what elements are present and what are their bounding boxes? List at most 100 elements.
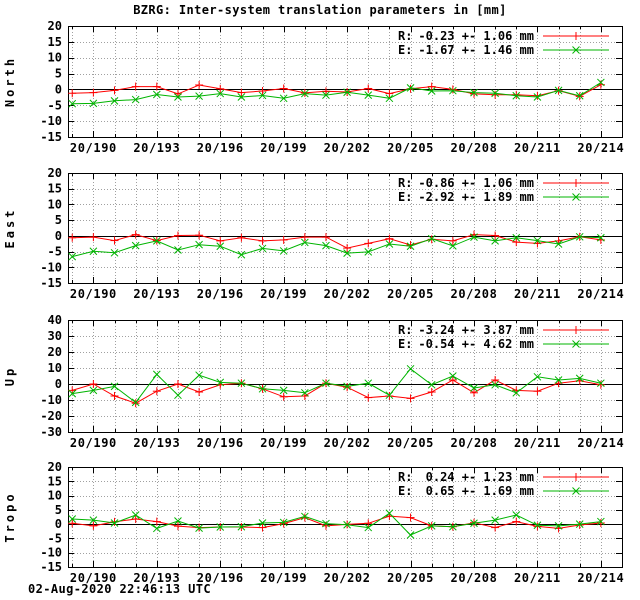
data-point-marker: [195, 388, 204, 396]
x-tick-label: 20/199: [260, 571, 307, 585]
y-tick-label: 20: [48, 460, 62, 474]
legend-entry-r: R: -0.23 +- 1.06 mm: [398, 29, 609, 43]
x-tick-label: 20/193: [133, 287, 180, 301]
data-point-marker: [89, 247, 98, 256]
x-tick-label: 20/211: [514, 287, 561, 301]
legend-marker-plus: [572, 179, 580, 187]
data-point-marker: [258, 87, 267, 96]
y-tick-label: 15: [48, 35, 62, 49]
legend-marker-plus: [572, 473, 580, 481]
data-point-marker: [448, 85, 457, 94]
x-tick-label: 20/199: [260, 436, 307, 450]
data-point-marker: [237, 250, 246, 259]
data-point-marker: [491, 376, 500, 384]
data-point-marker: [575, 232, 584, 241]
data-point-marker: [279, 235, 288, 244]
data-point-marker: [258, 523, 267, 532]
data-point-marker: [322, 241, 330, 250]
data-point-marker: [237, 379, 246, 388]
data-point-marker: [575, 520, 584, 528]
data-point-marker: [131, 95, 140, 104]
data-point-marker: [300, 89, 309, 98]
y-tick-label: -10: [40, 393, 62, 407]
y-tick-label: -5: [48, 245, 62, 259]
x-tick-label: 20/193: [133, 436, 180, 450]
data-point-marker: [406, 83, 415, 92]
data-point-marker: [279, 386, 288, 395]
plot-frame: [68, 173, 623, 284]
x-tick-label: 20/214: [577, 571, 624, 585]
data-point-marker: [491, 516, 499, 524]
data-point-marker: [173, 231, 182, 240]
data-point-marker: [195, 240, 203, 249]
data-point-marker: [533, 522, 542, 531]
data-point-marker: [68, 252, 77, 261]
legend-label: R:: [398, 323, 412, 337]
data-point-marker: [258, 519, 267, 527]
x-tick-label: 20/196: [197, 571, 244, 585]
data-point-marker: [512, 233, 521, 242]
data-point-marker: [385, 89, 394, 98]
data-point-marker: [385, 234, 394, 243]
data-point-marker: [385, 509, 394, 518]
data-point-marker: [174, 93, 182, 101]
axis-label-north: North: [3, 56, 17, 107]
data-point-marker: [385, 392, 394, 400]
data-point-marker: [470, 384, 478, 392]
x-tick-label: 20/208: [451, 141, 498, 155]
data-point-marker: [237, 522, 246, 531]
data-point-marker: [575, 91, 584, 100]
grid: [68, 320, 622, 432]
data-point-marker: [258, 236, 267, 245]
data-point-marker: [89, 88, 98, 97]
x-tick-label: 20/214: [577, 141, 624, 155]
data-point-marker: [512, 91, 521, 100]
data-point-marker: [512, 388, 521, 397]
data-point-marker: [364, 379, 373, 388]
data-point-marker: [152, 90, 161, 99]
legend-marker-x: [572, 340, 580, 348]
data-point-marker: [321, 233, 330, 242]
series-e: [68, 78, 605, 108]
data-point-marker: [68, 515, 77, 523]
data-point-marker: [554, 240, 563, 248]
legend-value: -0.86 +- 1.06 mm: [418, 176, 534, 190]
data-point-marker: [364, 519, 373, 528]
data-point-marker: [364, 523, 373, 532]
data-point-marker: [364, 84, 373, 93]
legend-entry-r: R: -3.24 +- 3.87 mm: [398, 323, 609, 337]
axis-label-up: Up: [3, 366, 17, 386]
data-point-marker: [533, 372, 542, 381]
data-point-marker: [300, 388, 309, 397]
data-point-marker: [491, 89, 499, 98]
data-point-marker: [512, 517, 521, 526]
data-point-marker: [195, 524, 203, 532]
data-point-marker: [469, 388, 478, 397]
data-point-marker: [385, 391, 394, 400]
legend-entry-e: E: -0.54 +- 4.62 mm: [398, 337, 609, 351]
y-tick-label: -5: [48, 98, 62, 112]
data-point-marker: [343, 249, 351, 257]
legend-label: E:: [398, 190, 412, 204]
y-tick-label: 5: [55, 503, 62, 517]
data-point-marker: [533, 236, 542, 245]
data-point-marker: [195, 80, 204, 89]
chart-title: BZRG: Inter-system translation parameter…: [133, 3, 507, 17]
data-point-marker: [491, 231, 500, 240]
data-point-marker: [131, 82, 140, 91]
data-point-marker: [470, 233, 478, 241]
series-e: [68, 364, 605, 407]
legend-marker-x: [572, 193, 580, 201]
data-point-marker: [470, 88, 478, 97]
y-tick-label: 20: [48, 166, 62, 180]
data-point-marker: [597, 379, 605, 388]
data-point-marker: [216, 378, 225, 387]
data-point-marker: [89, 99, 98, 108]
data-point-marker: [68, 233, 77, 242]
x-tick-label: 20/208: [451, 436, 498, 450]
data-point-marker: [300, 233, 309, 242]
data-point-marker: [427, 522, 436, 530]
x-tick-label: 20/214: [577, 287, 624, 301]
